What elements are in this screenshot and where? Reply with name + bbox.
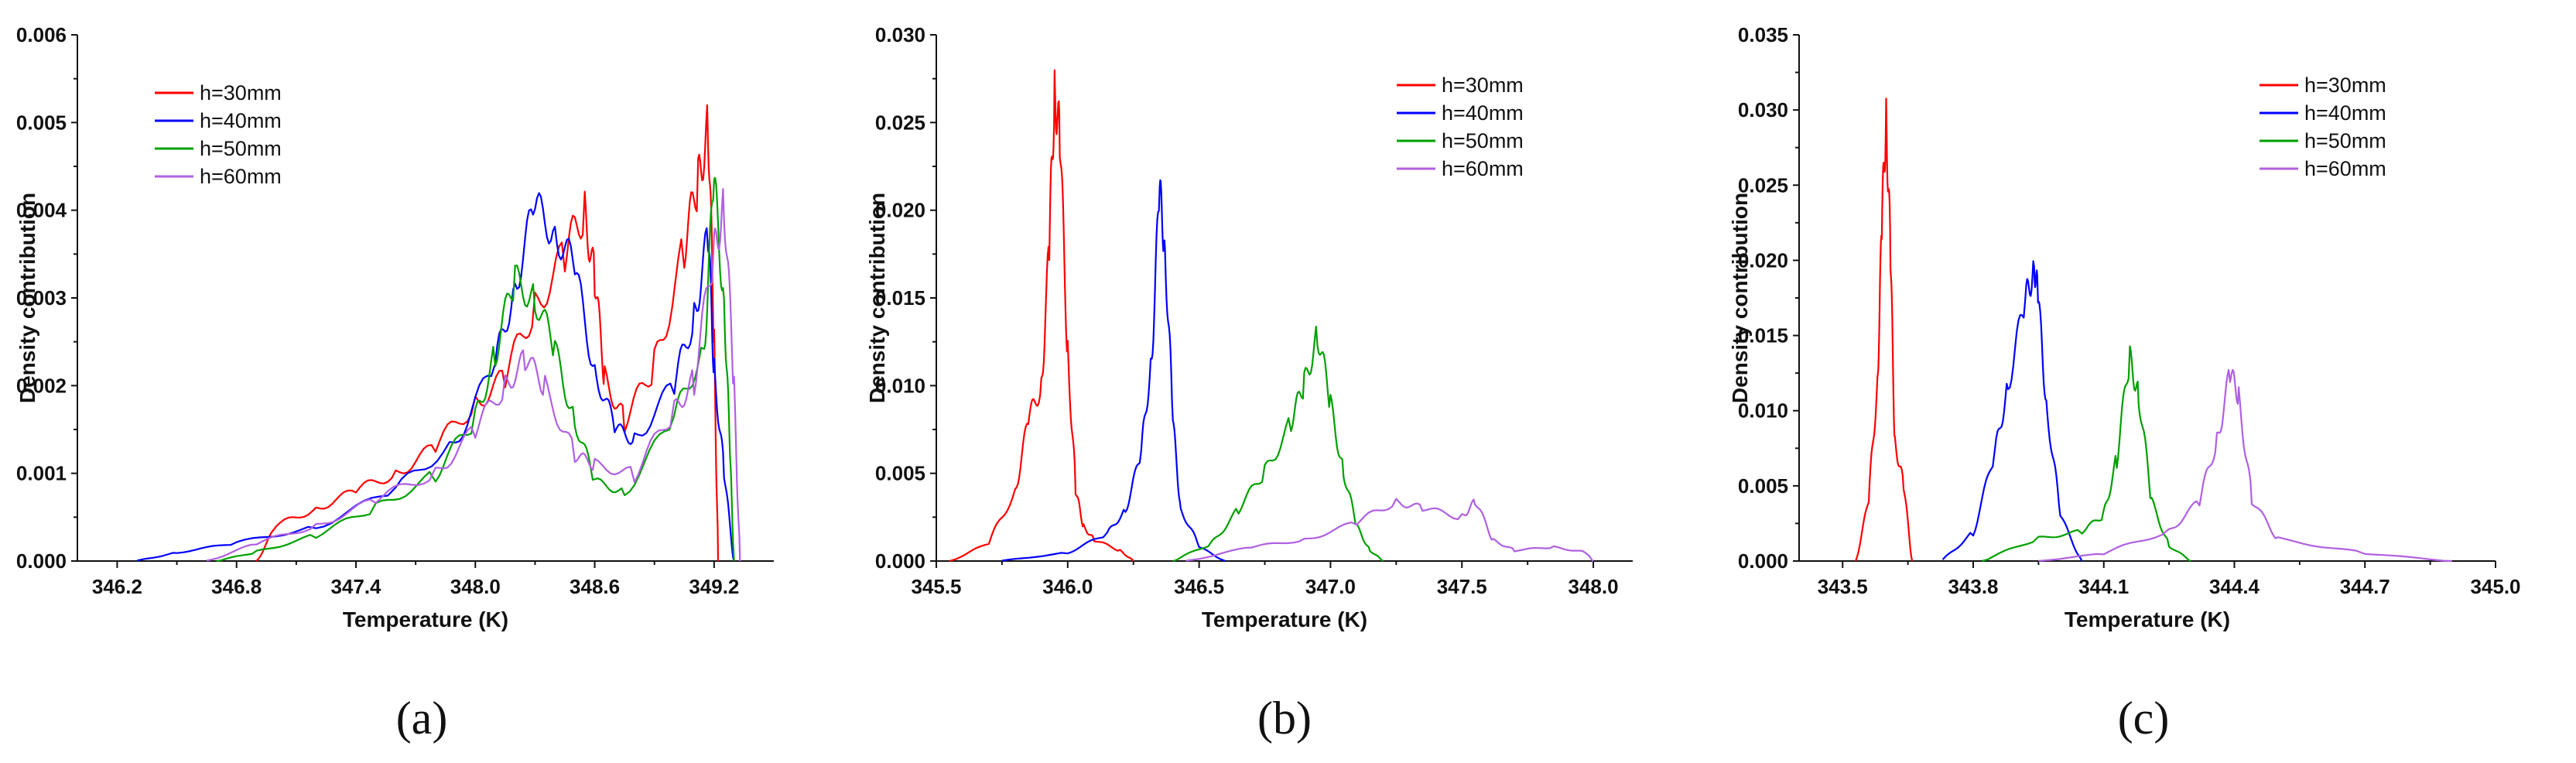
legend-label: h=50mm: [1442, 129, 1524, 152]
panel-label: (b): [1257, 693, 1312, 744]
legend-label: h=40mm: [200, 109, 282, 132]
x-tick-label: 348.6: [570, 575, 620, 598]
x-tick-label: 346.5: [1174, 575, 1224, 598]
x-tick-label: 347.0: [1305, 575, 1356, 598]
x-tick-label: 347.5: [1437, 575, 1487, 598]
y-tick-label: 0.010: [1738, 399, 1788, 423]
x-tick-label: 344.1: [2078, 575, 2129, 598]
legend-label: h=30mm: [1442, 74, 1524, 97]
legend-label: h=60mm: [1442, 157, 1524, 180]
y-tick-label: 0.015: [1738, 324, 1788, 347]
series-line-h=30mm: [255, 104, 720, 562]
series-line-h=50mm: [1982, 345, 2191, 563]
y-axis-title: Density contribution: [865, 193, 889, 403]
y-tick-label: 0.006: [16, 23, 67, 46]
y-tick-label: 0.010: [875, 374, 925, 397]
legend-label: h=40mm: [1442, 101, 1524, 125]
series-line-h=30mm: [1855, 98, 1914, 562]
x-tick-label: 346.0: [1042, 575, 1093, 598]
y-tick-label: 0.003: [16, 286, 67, 310]
y-tick-label: 0.000: [875, 549, 925, 573]
x-axis-title: Temperature (K): [2065, 607, 2230, 631]
legend: h=30mm h=40mm h=50mm h=60mm: [2260, 74, 2386, 180]
legend-label: h=30mm: [200, 81, 282, 104]
y-tick-label: 0.001: [16, 462, 67, 485]
y-tick-label: 0.025: [1738, 173, 1788, 197]
chart-panel-3: 0.000 0.005 0.010 0.015 0.020 0.025 0.030 0.035…: [1728, 23, 2521, 744]
legend: h=30mm h=40mm h=50mm h=60mm: [1397, 74, 1524, 180]
legend-label: h=50mm: [2304, 129, 2386, 152]
series-line-h=60mm: [1185, 498, 1594, 563]
y-tick-label: 0.030: [875, 23, 925, 46]
series-line-h=50mm: [216, 176, 735, 563]
y-tick-label: 0.005: [875, 462, 925, 485]
x-tick-label: 344.4: [2209, 575, 2260, 598]
legend: h=30mm h=40mm h=50mm h=60mm: [155, 81, 282, 188]
y-axis-title: Density contribution: [1728, 193, 1752, 403]
x-tick-label: 343.5: [1818, 575, 1868, 598]
y-tick-label: 0.020: [875, 199, 925, 222]
x-axis-title: Temperature (K): [343, 607, 508, 631]
y-tick-label: 0.020: [1738, 248, 1788, 272]
x-tick-label: 345.0: [2470, 575, 2520, 598]
panel-label: (c): [2118, 693, 2170, 744]
x-tick-label: 344.7: [2340, 575, 2390, 598]
y-tick-label: 0.000: [1738, 549, 1788, 573]
legend-label: h=60mm: [2304, 157, 2386, 180]
y-tick-label: 0.004: [16, 199, 67, 222]
x-tick-label: 348.0: [450, 575, 501, 598]
y-tick-label: 0.000: [16, 549, 67, 573]
x-tick-label: 349.2: [689, 575, 739, 598]
y-tick-label: 0.015: [875, 286, 925, 310]
series-line-h=40mm: [1941, 260, 2083, 562]
series-line-h=40mm: [136, 192, 735, 562]
y-tick-label: 0.035: [1738, 23, 1788, 46]
x-tick-label: 343.8: [1948, 575, 1998, 598]
y-tick-label: 0.030: [1738, 98, 1788, 121]
series-line-h=30mm: [949, 69, 1134, 563]
series-line-h=40mm: [1001, 179, 1226, 563]
series-line-h=60mm: [2038, 368, 2452, 563]
x-tick-label: 345.5: [911, 575, 961, 598]
x-tick-label: 348.0: [1569, 575, 1619, 598]
y-tick-label: 0.005: [16, 111, 67, 134]
legend-label: h=30mm: [2304, 74, 2386, 97]
y-axis-title: Density contribution: [15, 193, 39, 403]
y-tick-label: 0.005: [1738, 474, 1788, 498]
legend-label: h=40mm: [2304, 101, 2386, 125]
x-tick-label: 346.8: [211, 575, 262, 598]
y-tick-label: 0.025: [875, 111, 925, 134]
chart-panel-1: 0.000 0.001 0.002 0.003 0.004 0.005 0.006 346.2…: [15, 23, 774, 744]
series-line-h=50mm: [1172, 326, 1384, 563]
series-line-h=60mm: [206, 188, 741, 562]
x-tick-label: 347.4: [330, 575, 381, 598]
chart-panel-2: 0.000 0.005 0.010 0.015 0.020 0.025 0.030 345.5…: [865, 23, 1633, 744]
x-tick-label: 346.2: [92, 575, 142, 598]
y-tick-label: 0.002: [16, 374, 67, 397]
legend-label: h=60mm: [200, 165, 282, 188]
legend-label: h=50mm: [200, 137, 282, 160]
panel-label: (a): [396, 693, 448, 744]
x-axis-title: Temperature (K): [1202, 607, 1367, 631]
